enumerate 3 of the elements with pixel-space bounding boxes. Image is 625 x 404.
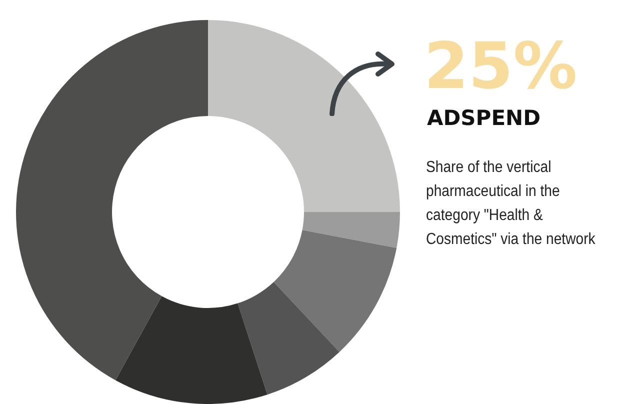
data-label: 25%: [424, 30, 578, 104]
text: ADSPEND: [427, 106, 541, 130]
text: Share of the vertical pharmaceutical in the category "Health & Cosmetics" via the network: [426, 158, 596, 250]
